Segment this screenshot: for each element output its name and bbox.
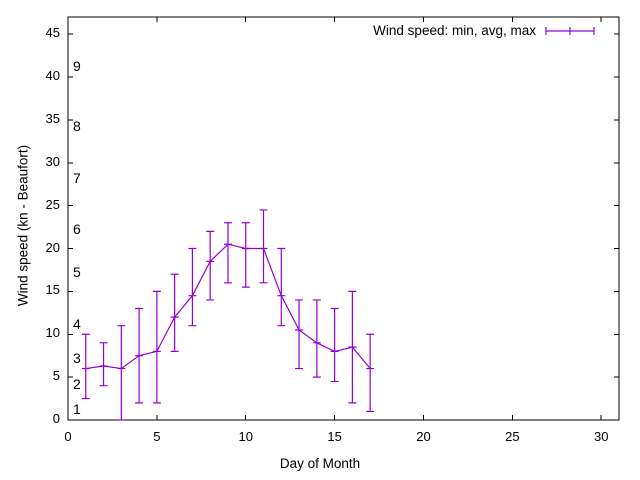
beaufort-scale-label: 1 <box>73 401 81 418</box>
x-axis-title: Day of Month <box>279 456 361 471</box>
x-axis-tick-label: 0 <box>64 429 72 444</box>
y-axis-tick-label: 35 <box>45 110 60 126</box>
beaufort-scale-label: 3 <box>73 349 81 366</box>
series-wind-speed <box>81 209 375 421</box>
error-bar <box>188 247 197 327</box>
y-axis-tick-label: 20 <box>45 239 60 255</box>
legend-entry-label: Wind speed: min, avg, max <box>373 23 536 38</box>
error-bar <box>117 325 126 421</box>
error-bar <box>81 333 90 400</box>
error-bar <box>312 299 321 378</box>
error-bar <box>152 290 161 404</box>
error-bar <box>206 230 215 301</box>
beaufort-scale-label: 6 <box>73 221 81 238</box>
error-bar <box>277 247 286 327</box>
beaufort-scale-label: 4 <box>73 315 81 332</box>
y-axis-tick-label: 0 <box>52 411 60 426</box>
error-bar <box>330 307 339 383</box>
error-bar <box>366 333 375 413</box>
y-axis-tick-label: 15 <box>45 282 60 298</box>
avg-line <box>85 243 371 370</box>
y-axis-tick-label: 5 <box>52 368 60 384</box>
plot-area <box>67 16 620 421</box>
y-axis-tick-label: 40 <box>45 68 60 84</box>
error-bar <box>241 222 250 288</box>
x-axis-tick-label: 5 <box>153 429 161 444</box>
legend-sample-icon <box>545 27 595 35</box>
error-bar <box>99 342 108 387</box>
error-bar <box>170 273 179 353</box>
x-axis-tick-label: 25 <box>505 429 520 444</box>
y-axis-title: Wind speed (kn - Beaufort) <box>15 144 31 307</box>
beaufort-scale-label: 9 <box>73 58 81 75</box>
y-axis-tick-label: 25 <box>45 196 60 212</box>
x-axis-tick-label: 30 <box>593 429 609 444</box>
beaufort-scale-label: 7 <box>73 169 81 186</box>
error-bar <box>259 209 268 284</box>
error-bar <box>223 222 232 284</box>
x-axis-tick-label: 20 <box>416 429 431 444</box>
error-bar <box>295 299 304 370</box>
beaufort-scale-label: 2 <box>73 375 81 392</box>
y-axis-tick-label: 30 <box>45 153 60 169</box>
x-axis-tick-label: 10 <box>238 429 253 444</box>
y-axis-tick-label: 45 <box>45 25 60 41</box>
beaufort-scale-label: 8 <box>73 118 81 135</box>
x-axis-tick-label: 15 <box>327 429 342 444</box>
beaufort-scale-label: 5 <box>73 264 81 281</box>
y-axis-tick-label: 10 <box>45 325 60 341</box>
